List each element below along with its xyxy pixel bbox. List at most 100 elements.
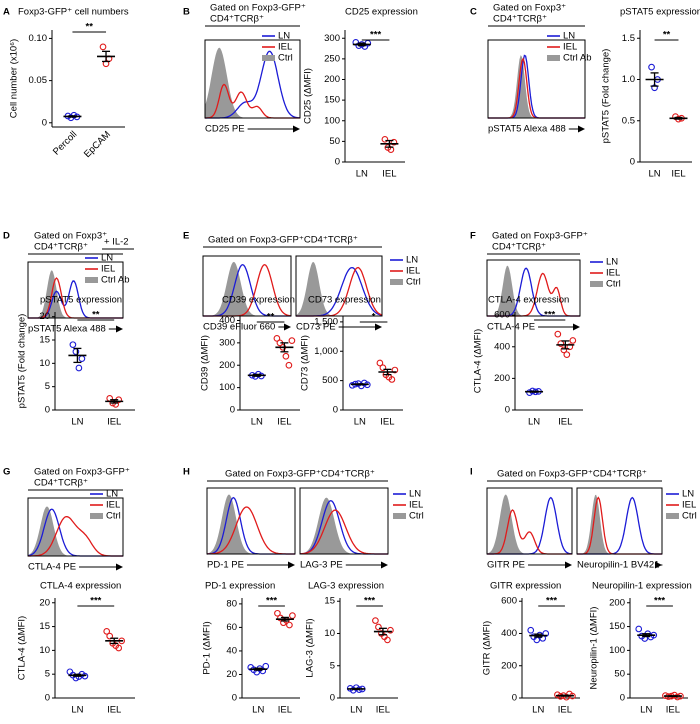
chart-title: CTLA-4 expression: [488, 295, 569, 306]
histogram-curve: [487, 265, 580, 316]
y-axis-label: Neuropilin-1 (ΔMFI): [589, 607, 600, 690]
legend-label: LN: [682, 489, 694, 500]
histogram-frame: [202, 255, 292, 317]
y-tick-label: 200: [501, 660, 517, 671]
y-tick-label: 0: [620, 693, 625, 704]
y-tick-label: 0.10: [29, 33, 48, 44]
x-tick-label: IEL: [380, 417, 394, 428]
y-tick-label: 20: [39, 597, 50, 608]
panel-letter: F: [470, 231, 476, 242]
y-tick-label: 1,000: [314, 346, 338, 357]
y-tick-label: 60: [226, 622, 237, 633]
x-axis-label: CD73 PE: [296, 322, 336, 333]
y-tick-label: 150: [324, 95, 340, 106]
data-point: [106, 632, 114, 640]
significance-label: ***: [90, 596, 101, 607]
axis-arrowhead: [578, 125, 585, 133]
histogram-frame: [295, 255, 383, 317]
legend-label: IEL: [278, 42, 292, 53]
significance-label: *: [372, 312, 376, 323]
y-tick-label: 400: [501, 628, 517, 639]
y-tick-label: 0: [333, 405, 338, 416]
data-point: [566, 343, 574, 351]
significance-label: **: [267, 312, 275, 323]
histogram-curve: [488, 55, 585, 118]
y-tick-label: 0: [512, 693, 517, 704]
panel-letter: E: [183, 231, 189, 242]
x-tick-label: LN: [648, 169, 660, 180]
y-tick-label: 0.05: [29, 75, 48, 86]
histogram-frame: [486, 259, 581, 317]
histogram-curve: [577, 496, 662, 555]
data-point: [375, 623, 382, 631]
data-point: [282, 352, 290, 360]
legend-label: IEL: [606, 268, 620, 279]
y-tick-label: 5: [45, 669, 50, 680]
y-tick-label: 300: [219, 337, 235, 348]
legend-label: Ctrl: [278, 53, 293, 64]
x-tick-label: IEL: [671, 169, 685, 180]
gate-label: CD4⁺TCRβ⁺: [493, 14, 547, 25]
x-tick-label: LN: [350, 705, 362, 716]
y-tick-label: 15: [324, 596, 335, 607]
y-axis-label: GITR (ΔMFI): [482, 621, 493, 675]
histogram-curve: [488, 57, 585, 119]
y-axis-label: CD25 (ΔMFI): [303, 68, 314, 124]
y-tick-label: 300: [324, 33, 340, 44]
x-axis-label: GITR PE: [487, 560, 525, 571]
gate-label: CD4⁺TCRβ⁺: [34, 478, 88, 489]
y-axis-label: LAG-3 (ΔMFI): [305, 618, 316, 677]
y-tick-label: 0.5: [622, 115, 635, 126]
histogram-frame: [299, 487, 389, 555]
y-tick-label: 500: [322, 375, 338, 386]
x-axis-label: Neuropilin-1 BV421: [577, 560, 659, 571]
y-axis-label: pSTAT5 (Fold change): [601, 49, 612, 144]
axis-arrowhead: [381, 561, 388, 569]
y-axis-label: Cell number (x10⁶): [9, 39, 20, 118]
histogram-curve: [488, 54, 585, 119]
legend-label: IEL: [406, 266, 420, 277]
y-tick-label: 600: [494, 310, 510, 321]
x-axis-label: PD-1 PE: [207, 560, 244, 571]
significance-label: **: [86, 22, 94, 33]
panel-letter: A: [3, 7, 10, 18]
y-tick-label: 0: [630, 157, 635, 168]
histogram-frame: [486, 487, 573, 555]
panel-letter: C: [470, 7, 477, 18]
gate-label: CD4⁺TCRβ⁺: [492, 242, 546, 253]
y-tick-label: 20: [226, 669, 237, 680]
significance-label: ***: [266, 596, 277, 607]
y-tick-label: 0: [42, 117, 47, 128]
x-axis-label: CTLA-4 PE: [487, 322, 535, 333]
gate-label: Gated on Foxp3⁺: [493, 3, 566, 14]
histogram-frame: [206, 487, 296, 555]
y-axis-label: CD73 (ΔMFI): [300, 335, 311, 391]
x-tick-label: LN: [356, 169, 368, 180]
gate-label: Gated on Foxp3-GFP⁺CD4⁺TCRβ⁺: [225, 469, 375, 480]
panel-letter: H: [183, 467, 190, 478]
data-point: [289, 612, 296, 619]
histogram-curve: [577, 494, 662, 554]
significance-label: **: [92, 310, 100, 321]
data-point: [381, 135, 389, 143]
data-point: [557, 340, 565, 347]
data-point: [274, 609, 281, 617]
data-point: [554, 330, 562, 338]
histogram-frame: [204, 39, 301, 119]
x-tick-label: LN: [71, 417, 83, 428]
x-tick-label: Percoll: [51, 129, 79, 157]
data-point: [372, 617, 379, 624]
data-point: [635, 625, 643, 633]
data-point: [391, 366, 399, 374]
data-point: [379, 364, 387, 372]
histogram-frame: [576, 487, 663, 555]
y-tick-label: 250: [324, 53, 340, 64]
histogram-curve: [205, 47, 300, 118]
data-point: [569, 337, 577, 344]
data-point: [560, 346, 568, 354]
y-tick-label: 0: [45, 693, 50, 704]
data-point: [387, 626, 394, 634]
panel-letter: I: [470, 467, 473, 478]
chart-title: CD25 expression: [345, 7, 418, 18]
